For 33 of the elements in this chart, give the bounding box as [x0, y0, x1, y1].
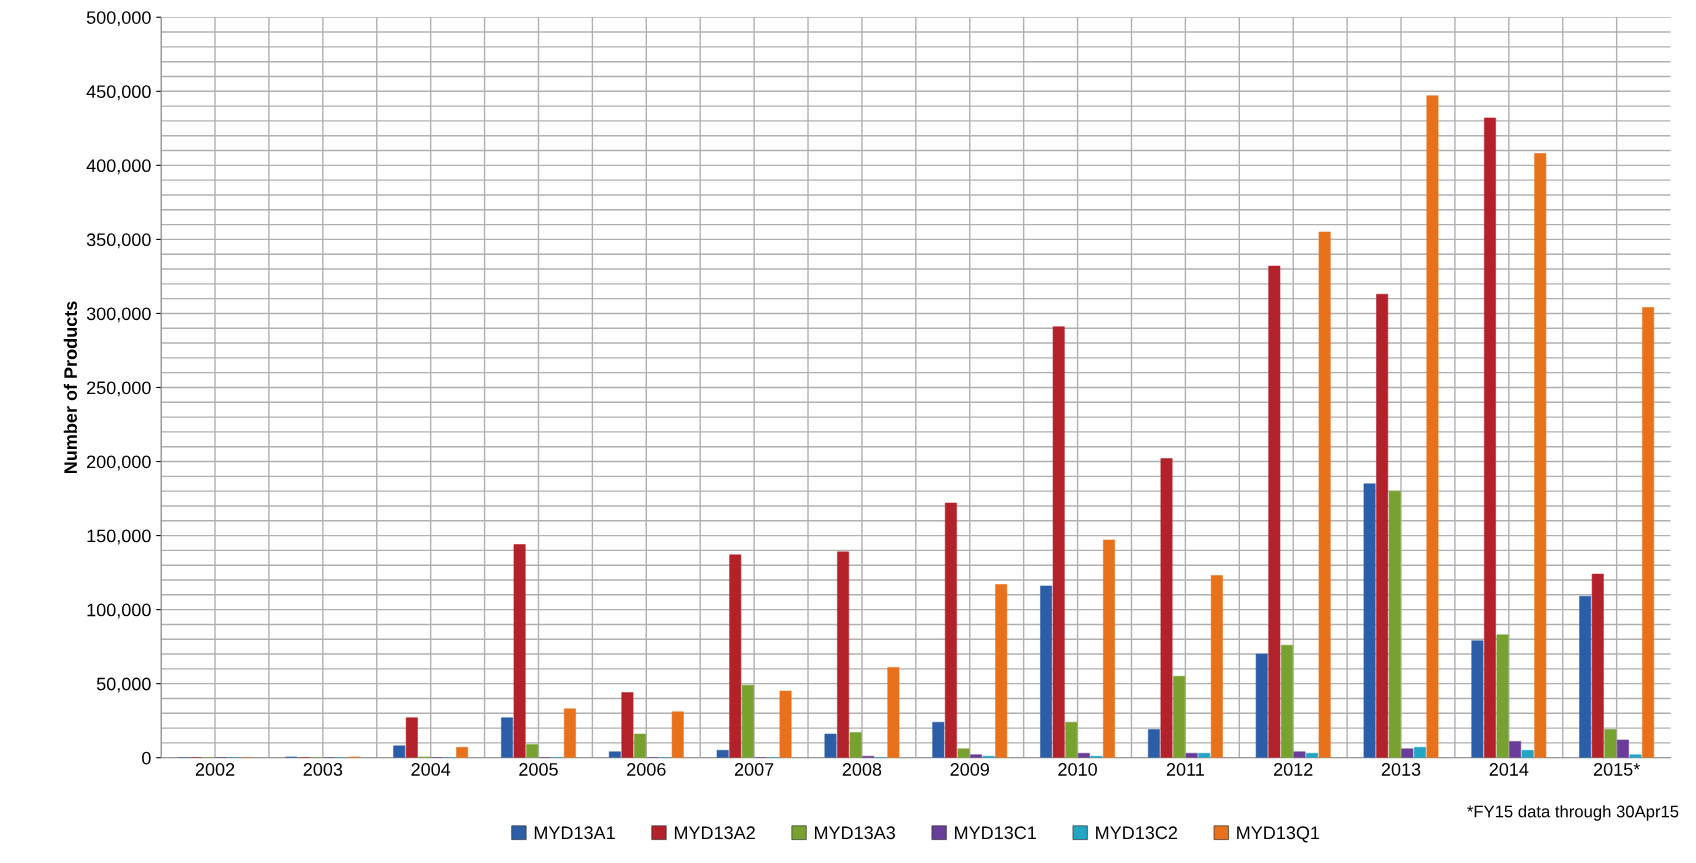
legend-label: MYD13Q1	[1237, 826, 1320, 843]
legend-label: MYD13A1	[534, 826, 615, 840]
y-tick-label: 400,000	[86, 159, 151, 175]
y-tick-label: 500,000	[86, 11, 151, 27]
y-tick-label: 300,000	[86, 307, 151, 323]
legend-label: MYD13A3	[814, 826, 895, 840]
y-axis-title: Number of Products	[63, 301, 78, 474]
x-tick-label: 2004	[411, 763, 451, 776]
y-tick-label: 150,000	[87, 529, 151, 545]
x-tick-label: 2006	[627, 763, 666, 776]
x-tick-label: 2015*	[1593, 763, 1640, 776]
legend-label: MYD13A2	[674, 826, 755, 840]
x-tick-label: 2009	[950, 763, 989, 776]
y-tick-label: 450,000	[86, 85, 151, 101]
y-tick-label: 0	[142, 751, 151, 765]
y-tick-label: 250,000	[87, 381, 151, 397]
x-tick-label: 2005	[519, 763, 558, 776]
legend-label: MYD13C2	[1096, 826, 1178, 840]
x-tick-label: 2013	[1381, 763, 1421, 776]
y-tick-label: 350,000	[86, 233, 151, 249]
y-tick-label: 200,000	[87, 455, 151, 471]
x-tick-label: 2011	[1166, 763, 1204, 776]
x-tick-label: 2007	[734, 763, 774, 776]
y-tick-label: 100,000	[87, 603, 151, 619]
legend-label: MYD13C1	[955, 826, 1036, 840]
y-tick-label: 50,000	[96, 677, 151, 693]
x-tick-label: 2002	[195, 763, 235, 776]
text: *FY15 data through 30Apr15	[1467, 805, 1679, 821]
x-tick-label: 2014	[1489, 763, 1529, 776]
x-tick-label: 2012	[1274, 763, 1313, 776]
x-tick-label: 2003	[303, 763, 343, 776]
x-tick-label: 2010	[1058, 763, 1097, 776]
x-tick-label: 2008	[842, 763, 882, 776]
